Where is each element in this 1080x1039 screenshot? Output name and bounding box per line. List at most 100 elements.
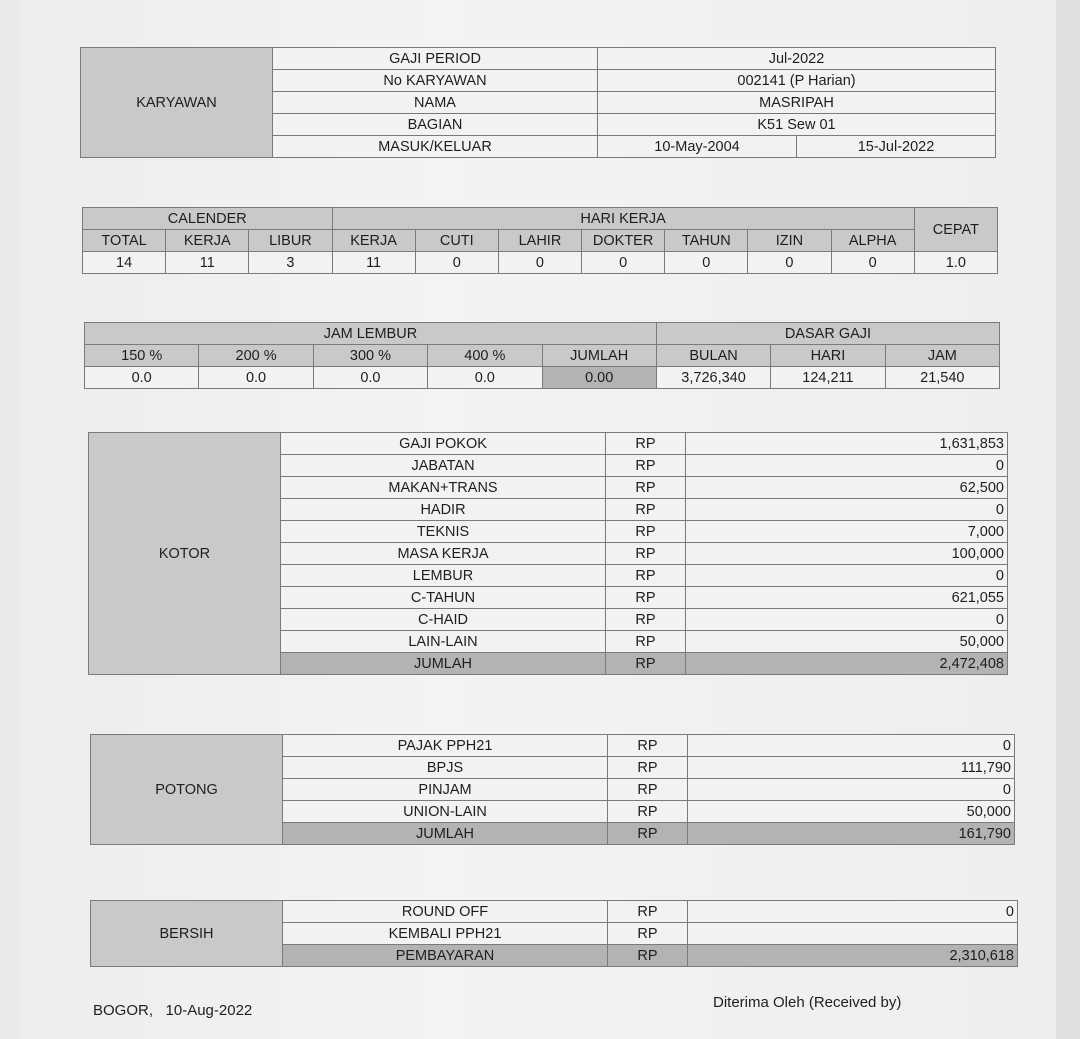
line-item: UNION-LAIN RP 50,000 — [91, 800, 1015, 823]
item-label: PINJAM — [282, 778, 608, 801]
currency: RP — [607, 756, 688, 779]
cell-value: 0.0 — [198, 366, 314, 389]
field-label: BAGIAN — [272, 113, 598, 136]
currency: RP — [605, 542, 686, 565]
bersih-label: BERSIH — [90, 900, 283, 967]
cell-value: 11 — [165, 251, 250, 274]
currency: RP — [605, 454, 686, 477]
line-item: HADIR RP 0 — [89, 498, 1008, 521]
field-value: K51 Sew 01 — [597, 113, 996, 136]
item-label: ROUND OFF — [282, 900, 608, 923]
currency: RP — [605, 586, 686, 609]
currency: RP — [605, 564, 686, 587]
item-label: JUMLAH — [282, 822, 608, 845]
item-label: PAJAK PPH21 — [282, 734, 608, 757]
kotor-table: KOTOR GAJI POKOK RP 1,631,853 JABATAN RP 0 MAKA… — [88, 432, 1008, 675]
item-amount: 0 — [685, 498, 1008, 521]
column-header: 300 % — [312, 344, 429, 367]
field-label: NAMA — [272, 91, 598, 114]
cell-value: 0 — [830, 251, 915, 274]
cell-value: 124,211 — [770, 366, 886, 389]
masuk-date: 10-May-2004 — [597, 135, 797, 158]
currency: RP — [607, 944, 688, 967]
column-header: 150 % — [83, 344, 200, 367]
item-label: HADIR — [280, 498, 606, 521]
currency: RP — [605, 432, 686, 455]
item-amount: 2,472,408 — [685, 652, 1008, 675]
overtime-table: JAM LEMBUR DASAR GAJI 150 % 200 % 300 % 400… — [83, 322, 1001, 389]
item-label: LAIN-LAIN — [280, 630, 606, 653]
column-header: IZIN — [747, 229, 832, 252]
cell-value: 0 — [497, 251, 583, 274]
item-amount: 0 — [685, 454, 1008, 477]
line-item: POTONG PAJAK PPH21 RP 0 — [90, 734, 1015, 845]
column-header: KERJA — [331, 229, 416, 252]
line-item: C-TAHUN RP 621,055 — [89, 586, 1008, 609]
column-header: 200 % — [198, 344, 314, 367]
currency: RP — [607, 778, 688, 801]
column-header: HARI — [770, 344, 886, 367]
item-amount: 7,000 — [685, 520, 1008, 543]
currency: RP — [607, 822, 688, 845]
item-amount: 62,500 — [685, 476, 1008, 499]
currency: RP — [605, 520, 686, 543]
field-label: MASUK/KELUAR — [272, 135, 598, 158]
calender-header: CALENDER — [82, 207, 333, 230]
dasar-gaji-header: DASAR GAJI — [655, 322, 1001, 345]
column-header: LIBUR — [248, 229, 333, 252]
field-value: MASRIPAH — [597, 91, 996, 114]
cell-value: 0.00 — [541, 366, 657, 389]
cell-value: 0 — [414, 251, 499, 274]
cell-value: 0.0 — [312, 366, 429, 389]
bersih-table: BERSIH ROUND OFF RP 0 KEMBALI PPH21 RP PEMBAYA… — [90, 900, 1018, 967]
cell-value: 0 — [581, 251, 666, 274]
item-label: PEMBAYARAN — [282, 944, 608, 967]
item-amount: 0 — [687, 734, 1015, 757]
paper-edge — [1056, 0, 1080, 1039]
item-amount: 0 — [685, 564, 1008, 587]
karyawan-label: KARYAWAN — [80, 47, 273, 158]
item-amount: 621,055 — [685, 586, 1008, 609]
cell-value: 11 — [331, 251, 416, 274]
item-label: MASA KERJA — [280, 542, 606, 565]
cepat-value: 1.0 — [913, 251, 999, 274]
cell-value: 14 — [81, 251, 167, 274]
item-amount: 111,790 — [687, 756, 1015, 779]
field-value: 002141 (P Harian) — [597, 69, 996, 92]
item-label: JUMLAH — [280, 652, 606, 675]
kotor-label: KOTOR — [88, 432, 281, 675]
line-item: KEMBALI PPH21 RP — [91, 922, 1018, 945]
line-item: C-HAID RP 0 — [89, 608, 1008, 631]
item-amount — [687, 922, 1018, 945]
keluar-date: 15-Jul-2022 — [796, 135, 996, 158]
field-label: No KARYAWAN — [272, 69, 598, 92]
item-amount: 0 — [685, 608, 1008, 631]
column-header: ALPHA — [830, 229, 915, 252]
line-item: PEMBAYARAN RP 2,310,618 — [91, 944, 1018, 967]
item-label: UNION-LAIN — [282, 800, 608, 823]
currency: RP — [607, 734, 688, 757]
column-header: KERJA — [165, 229, 250, 252]
potong-label: POTONG — [90, 734, 283, 845]
field-value: Jul-2022 — [597, 47, 996, 70]
item-label: KEMBALI PPH21 — [282, 922, 608, 945]
received-by-label: Diterima Oleh (Received by) — [713, 994, 902, 1011]
cell-value: 3 — [248, 251, 333, 274]
jam-lembur-header: JAM LEMBUR — [84, 322, 657, 345]
item-label: C-HAID — [280, 608, 606, 631]
currency: RP — [607, 800, 688, 823]
footer-place-date: BOGOR, 10-Aug-2022 — [93, 1002, 252, 1019]
footer-place: BOGOR, — [93, 1002, 154, 1019]
column-header: DOKTER — [581, 229, 666, 252]
column-header: TAHUN — [664, 229, 749, 252]
item-label: BPJS — [282, 756, 608, 779]
line-item: JUMLAH RP 161,790 — [91, 822, 1015, 845]
employee-row: No KARYAWAN 002141 (P Harian) — [81, 69, 996, 92]
column-header: LAHIR — [497, 229, 583, 252]
potong-table: POTONG PAJAK PPH21 RP 0 BPJS RP 111,790 PINJAM R… — [90, 734, 1015, 845]
currency: RP — [607, 922, 688, 945]
cepat-header: CEPAT — [913, 207, 999, 252]
item-label: GAJI POKOK — [280, 432, 606, 455]
employee-row: KARYAWAN GAJI PERIOD Jul-2022 — [80, 47, 996, 158]
cell-value: 3,726,340 — [655, 366, 772, 389]
